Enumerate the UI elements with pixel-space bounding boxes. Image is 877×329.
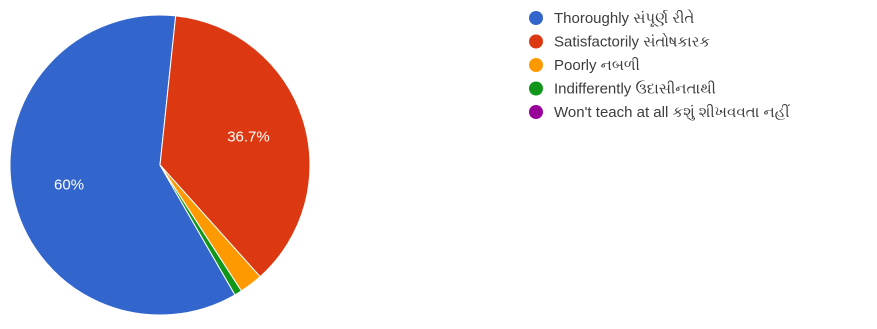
legend-marker-2 bbox=[529, 58, 543, 72]
legend-marker-3 bbox=[529, 81, 543, 96]
pie-slice-1 bbox=[159, 15, 311, 278]
legend-entry-3: Indifferently ઉદાસીનતાથી bbox=[554, 81, 716, 98]
legend-entry-1: Satisfactorily સંતોષકારક bbox=[554, 33, 710, 51]
legend: Thoroughly સંપૂર્ણ રીતે Satisfactorily સં… bbox=[529, 9, 790, 121]
pie-slice-label-1: 36.7% bbox=[227, 128, 270, 145]
pie-slice-3 bbox=[159, 164, 243, 296]
legend-marker-0 bbox=[529, 11, 543, 25]
pie-slice-labels: 60% 36.7% bbox=[54, 128, 270, 193]
legend-entry-4: Won't teach at all કશું શીખવવતા નહીં bbox=[554, 104, 790, 121]
legend-marker-1 bbox=[529, 34, 543, 49]
pie-slice-0 bbox=[9, 14, 236, 316]
legend-entry-2: Poorly નબળી bbox=[554, 57, 640, 74]
pie-slices bbox=[9, 14, 311, 316]
legend-marker-4 bbox=[529, 105, 543, 119]
pie-slice-label-0: 60% bbox=[54, 176, 84, 193]
legend-entry-0: Thoroughly સંપૂર્ણ રીતે bbox=[554, 9, 694, 27]
